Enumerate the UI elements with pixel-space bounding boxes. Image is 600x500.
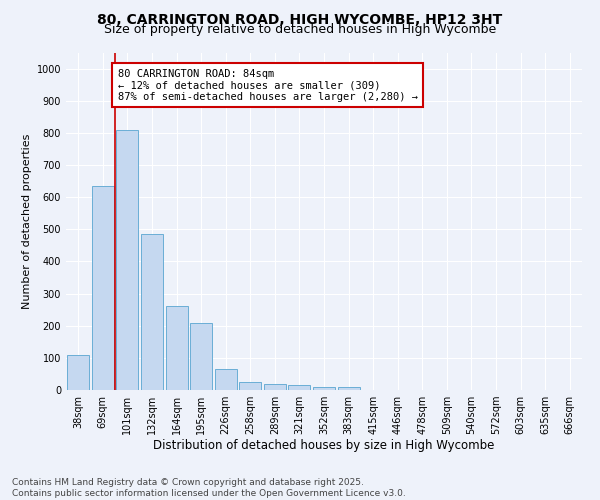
Bar [239, 382, 262, 390]
Y-axis label: Number of detached properties: Number of detached properties [22, 134, 32, 309]
Bar [215, 369, 237, 390]
Bar [67, 354, 89, 390]
X-axis label: Distribution of detached houses by size in High Wycombe: Distribution of detached houses by size … [154, 438, 494, 452]
Bar [166, 306, 188, 390]
Text: 80 CARRINGTON ROAD: 84sqm
← 12% of detached houses are smaller (309)
87% of semi: 80 CARRINGTON ROAD: 84sqm ← 12% of detac… [118, 68, 418, 102]
Bar [92, 186, 114, 390]
Bar [190, 322, 212, 390]
Bar [116, 130, 139, 390]
Text: Contains HM Land Registry data © Crown copyright and database right 2025.
Contai: Contains HM Land Registry data © Crown c… [12, 478, 406, 498]
Bar [313, 387, 335, 390]
Bar [264, 384, 286, 390]
Bar [141, 234, 163, 390]
Bar [338, 388, 359, 390]
Bar [289, 385, 310, 390]
Text: 80, CARRINGTON ROAD, HIGH WYCOMBE, HP12 3HT: 80, CARRINGTON ROAD, HIGH WYCOMBE, HP12 … [97, 12, 503, 26]
Text: Size of property relative to detached houses in High Wycombe: Size of property relative to detached ho… [104, 22, 496, 36]
